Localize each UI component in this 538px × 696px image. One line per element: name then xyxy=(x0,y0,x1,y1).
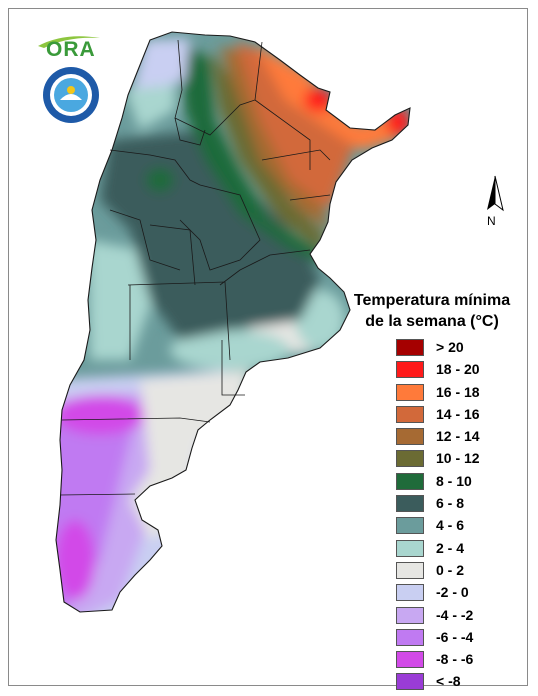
legend-swatch xyxy=(396,651,424,669)
legend-label: 10 - 12 xyxy=(436,450,480,467)
legend-label: 2 - 4 xyxy=(436,539,465,556)
legend-label: 0 - 2 xyxy=(436,561,465,578)
legend-label: -6 - -4 xyxy=(436,628,474,645)
zone-16-18 xyxy=(255,45,395,150)
province-boundaries xyxy=(55,31,411,613)
legend-label: < -8 xyxy=(436,673,461,690)
legend-swatch xyxy=(396,383,424,401)
legend-label: 12 - 14 xyxy=(436,428,480,445)
smn-seal-logo xyxy=(43,67,99,123)
zone-8-10 xyxy=(180,40,325,265)
legend-title-line1: Temperatura mínima xyxy=(353,292,511,309)
ora-logo: ORA xyxy=(38,36,100,60)
map-frame xyxy=(8,8,528,686)
legend-swatch xyxy=(396,628,424,646)
legend-label: 16 - 18 xyxy=(436,383,480,400)
legend-label: -4 - -2 xyxy=(436,606,474,623)
legend-label: 18 - 20 xyxy=(436,361,480,378)
legend-swatch xyxy=(396,428,424,446)
legend-label: 4 - 6 xyxy=(436,517,465,534)
zone-minus8-minus6 xyxy=(56,395,145,435)
legend-swatch xyxy=(396,517,424,535)
zone-18-20-misiones xyxy=(386,108,410,136)
legend-swatch xyxy=(396,606,424,624)
legend-label: 6 - 8 xyxy=(436,495,465,512)
legend-label: -2 - 0 xyxy=(436,584,469,601)
legend-title-line2: de la semana (°C) xyxy=(365,313,499,330)
legend-label: -8 - -6 xyxy=(436,651,474,668)
legend-swatch xyxy=(396,405,424,423)
legend-label: 8 - 10 xyxy=(436,472,472,489)
legend-swatch xyxy=(396,450,424,468)
legend-swatch xyxy=(396,472,424,490)
svg-text:ORA: ORA xyxy=(46,38,96,60)
zone-2-4-north xyxy=(125,85,175,130)
legend-label: 14 - 16 xyxy=(436,405,480,422)
legend-swatch xyxy=(396,561,424,579)
legend-swatch xyxy=(396,539,424,557)
legend-swatch xyxy=(396,339,424,356)
legend-title: Temperatura mínima de la semana (°C) xyxy=(332,290,532,332)
zone-2-4-south xyxy=(170,330,290,370)
legend-swatch xyxy=(396,361,424,379)
legend-swatch xyxy=(396,673,424,691)
legend-swatch xyxy=(396,584,424,602)
legend-label: > 20 xyxy=(436,339,464,355)
zone-18-20-north xyxy=(304,88,332,112)
north-arrow-icon xyxy=(487,175,504,212)
zone-14-16 xyxy=(235,40,360,210)
zone-8-10-west xyxy=(146,168,174,192)
legend-swatch xyxy=(396,495,424,513)
north-label: N xyxy=(487,214,496,228)
zone-minus8-minus6-south xyxy=(56,520,95,600)
